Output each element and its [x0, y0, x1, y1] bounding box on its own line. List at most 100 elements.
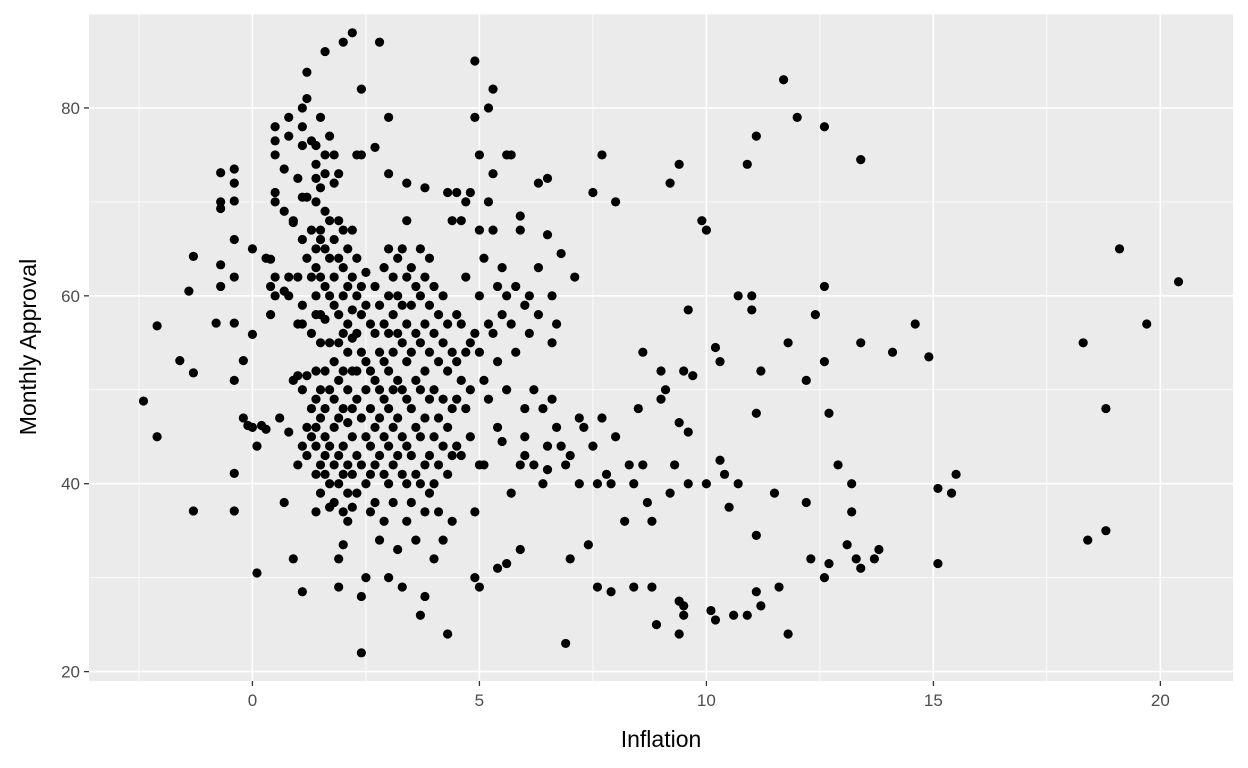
data-point [429, 328, 439, 339]
data-point [611, 432, 621, 442]
data-point [443, 366, 453, 376]
data-point [393, 544, 403, 555]
data-point [542, 230, 553, 240]
data-point [397, 385, 407, 395]
data-point [356, 150, 366, 160]
data-point [311, 507, 321, 517]
data-point [588, 441, 598, 451]
data-point [284, 427, 294, 437]
data-point [216, 168, 226, 178]
data-point [683, 305, 693, 315]
data-point [633, 403, 643, 414]
data-point [302, 371, 312, 381]
data-point [297, 587, 307, 597]
data-point [297, 319, 307, 329]
data-point [715, 455, 725, 465]
data-point [551, 422, 562, 432]
data-point [556, 248, 566, 259]
data-point [397, 244, 407, 254]
data-point [238, 413, 248, 423]
x-tick-label: 15 [924, 691, 943, 710]
data-point [320, 206, 330, 216]
data-point [393, 413, 403, 423]
data-point [279, 206, 289, 216]
data-point [302, 192, 312, 202]
data-point [352, 291, 362, 301]
data-point [424, 300, 435, 310]
data-point [311, 469, 321, 479]
data-point [842, 540, 852, 550]
data-point [325, 216, 335, 226]
data-point [379, 356, 389, 367]
data-point [874, 544, 884, 555]
data-point [869, 554, 879, 564]
data-point [792, 112, 802, 122]
data-point [384, 244, 394, 254]
data-point [343, 488, 353, 498]
data-point [402, 516, 412, 526]
data-point [361, 267, 371, 277]
data-point [379, 469, 389, 479]
data-point [470, 573, 480, 583]
data-point [529, 460, 539, 470]
data-point [352, 394, 362, 404]
data-point [783, 338, 793, 348]
data-point [524, 328, 534, 339]
data-point [415, 385, 425, 395]
data-point [438, 338, 448, 348]
data-point [452, 356, 462, 367]
data-point [701, 479, 711, 489]
data-point [424, 347, 435, 357]
data-point [315, 413, 326, 423]
data-point [488, 225, 498, 235]
data-point [229, 506, 239, 516]
data-point [265, 281, 276, 292]
data-point [683, 479, 693, 489]
data-point [284, 291, 294, 301]
data-point [320, 314, 330, 324]
data-point [356, 347, 366, 357]
data-point [715, 356, 725, 367]
data-point [483, 394, 494, 404]
data-point [856, 155, 866, 165]
data-point [343, 460, 353, 470]
data-point [810, 310, 820, 320]
data-point [420, 183, 430, 193]
data-point [306, 432, 317, 442]
data-point [642, 497, 652, 508]
data-point [415, 338, 425, 348]
data-point [311, 159, 321, 169]
data-point [343, 244, 353, 254]
data-point [384, 403, 394, 414]
data-point [461, 403, 471, 414]
data-point [229, 196, 239, 206]
data-point [542, 173, 553, 184]
data-point [384, 169, 394, 179]
x-tick-label: 0 [248, 691, 257, 710]
data-point [216, 203, 226, 214]
data-point [338, 403, 348, 414]
data-point [742, 159, 752, 169]
data-point [338, 469, 348, 479]
data-point [592, 479, 603, 489]
data-point [306, 225, 317, 235]
data-point [347, 469, 357, 479]
data-point [601, 469, 612, 479]
data-point [320, 432, 330, 442]
data-point [415, 610, 425, 620]
data-point [542, 441, 553, 451]
data-point [334, 169, 344, 179]
data-point [315, 272, 326, 282]
data-point [492, 563, 503, 573]
data-point [311, 140, 321, 151]
data-point [565, 554, 575, 564]
data-point [629, 479, 639, 489]
data-point [393, 291, 403, 301]
data-point [638, 347, 648, 357]
data-point [946, 488, 957, 498]
data-point [270, 197, 280, 207]
data-point [311, 291, 321, 301]
data-point [542, 465, 553, 475]
data-point [306, 403, 317, 414]
data-point [433, 356, 444, 367]
